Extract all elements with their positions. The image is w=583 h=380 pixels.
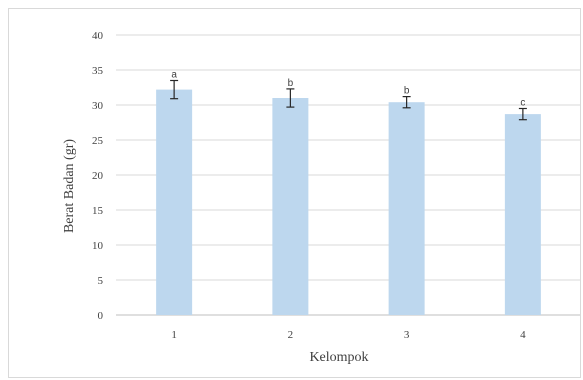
y-tick-label: 20	[92, 170, 104, 182]
x-tick-label: 1	[171, 329, 177, 341]
error-bars	[170, 79, 527, 121]
significance-labels: a b b c	[171, 70, 525, 109]
bar	[504, 114, 541, 315]
x-tick-label: 4	[520, 329, 526, 341]
bars	[156, 89, 541, 315]
error-bar	[518, 107, 527, 121]
y-tick-label: 5	[98, 275, 104, 287]
bar	[156, 89, 193, 315]
y-tick-label: 35	[92, 65, 104, 77]
y-tick-label: 30	[92, 100, 104, 112]
x-tick-label: 2	[288, 329, 294, 341]
x-tick-label: 3	[404, 329, 410, 341]
significance-label: a	[171, 70, 177, 81]
significance-label: c	[520, 98, 525, 109]
x-axis-ticks: 1 2 3 4	[171, 329, 526, 341]
error-bar	[286, 88, 295, 108]
gridlines	[116, 34, 580, 316]
error-bar	[402, 95, 411, 109]
x-axis-title: Kelompok	[309, 350, 368, 365]
y-tick-label: 10	[92, 240, 104, 252]
bar-chart: 0 5 10 15 20 25 30 35 40 a b b c 1 2 3 4 Kelompok Bera…	[62, 30, 580, 365]
bar	[272, 98, 309, 315]
significance-label: b	[288, 78, 294, 89]
chart-area: 0 5 10 15 20 25 30 35 40 a b b c 1 2 3 4 Kelompok Bera…	[8, 8, 581, 378]
y-tick-label: 15	[92, 205, 104, 217]
y-tick-label: 25	[92, 135, 104, 147]
y-tick-label: 40	[92, 30, 104, 42]
y-axis-title: Berat Badan (gr)	[62, 139, 77, 233]
y-tick-label: 0	[98, 310, 104, 322]
y-axis-ticks: 0 5 10 15 20 25 30 35 40	[92, 30, 104, 322]
significance-label: b	[404, 86, 410, 97]
bar	[388, 102, 425, 315]
error-bar	[170, 79, 179, 100]
